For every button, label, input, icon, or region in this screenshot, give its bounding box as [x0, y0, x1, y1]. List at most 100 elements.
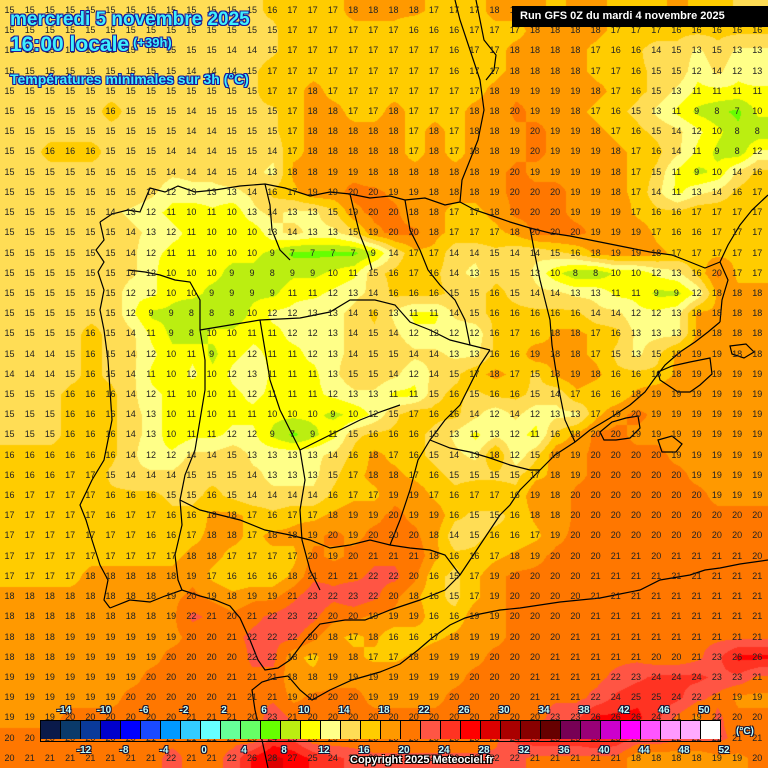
grid-value: 15	[166, 106, 177, 117]
grid-value: 15	[44, 106, 55, 117]
grid-value: 12	[651, 308, 662, 319]
grid-value: 18	[388, 106, 399, 117]
grid-value: 20	[691, 530, 702, 541]
grid-value: 15	[267, 106, 278, 117]
grid-value: 10	[166, 267, 177, 278]
grid-value: 18	[529, 45, 540, 56]
grid-value: 14	[732, 166, 743, 177]
grid-value: 19	[752, 368, 763, 379]
grid-value: 14	[711, 65, 722, 76]
grid-value: 12	[226, 429, 237, 440]
grid-value: 12	[125, 308, 136, 319]
grid-value: 19	[125, 631, 136, 642]
grid-value: 15	[24, 389, 35, 399]
grid-value: 12	[529, 409, 540, 420]
grid-value: 21	[24, 752, 35, 763]
grid-value: 11	[631, 287, 641, 298]
grid-value: 15	[651, 348, 662, 359]
grid-value: 15	[247, 85, 258, 96]
grid-value: 12	[247, 348, 258, 359]
grid-value: 11	[348, 267, 358, 278]
grid-value: 20	[590, 490, 601, 501]
grid-value: 9	[209, 348, 215, 359]
grid-value: 17	[428, 247, 439, 258]
grid-value: 15	[4, 247, 15, 258]
grid-value: 17	[287, 126, 298, 137]
grid-value: 13	[348, 389, 359, 399]
grid-value: 22	[166, 752, 177, 763]
grid-value: 20	[469, 712, 480, 723]
grid-value: 18	[489, 146, 500, 157]
grid-value: 23	[348, 591, 359, 602]
grid-value: 19	[368, 510, 379, 521]
grid-value: 19	[691, 368, 702, 379]
grid-value: 18	[449, 186, 460, 197]
grid-value: 14	[24, 368, 35, 379]
grid-value: 17	[368, 490, 379, 501]
grid-value: 19	[711, 429, 722, 440]
grid-value: 18	[529, 510, 540, 521]
grid-value: 15	[166, 490, 177, 501]
grid-value: 19	[327, 651, 338, 662]
grid-value: 19	[267, 591, 278, 602]
grid-value: 15	[651, 85, 662, 96]
grid-value: 21	[287, 591, 298, 602]
model-run-label: Run GFS 0Z du mardi 4 novembre 2025	[512, 6, 768, 27]
grid-value: 19	[570, 186, 581, 197]
grid-value: 19	[449, 651, 460, 662]
grid-value: 18	[327, 106, 338, 117]
grid-value: 18	[732, 308, 743, 319]
grid-value: 16	[65, 449, 76, 460]
grid-value: 18	[489, 449, 500, 460]
grid-value: 15	[449, 591, 460, 602]
grid-value: 18	[368, 631, 379, 642]
grid-value: 18	[732, 328, 743, 339]
grid-value: 15	[206, 106, 217, 117]
grid-value: 13	[631, 348, 642, 359]
grid-value: 16	[408, 429, 419, 440]
grid-value: 21	[550, 692, 561, 703]
grid-value: 11	[247, 328, 257, 339]
grid-value: 15	[85, 25, 96, 36]
grid-value: 16	[408, 449, 419, 460]
grid-value: 20	[408, 530, 419, 541]
grid-value: 17	[469, 85, 480, 96]
grid-value: 14	[671, 126, 682, 137]
grid-value: 17	[610, 85, 621, 96]
grid-value: 15	[226, 166, 237, 177]
grid-value: 18	[671, 348, 682, 359]
grid-value: 16	[449, 409, 460, 420]
grid-value: 17	[529, 530, 540, 541]
grid-value: 19	[732, 752, 743, 763]
grid-value: 16	[85, 449, 96, 460]
grid-value: 10	[186, 207, 197, 218]
grid-value: 25	[307, 752, 318, 763]
grid-value: 16	[550, 429, 561, 440]
grid-value: 21	[631, 591, 642, 602]
grid-value: 15	[4, 227, 15, 238]
grid-value: 14	[509, 409, 520, 420]
grid-value: 9	[330, 409, 336, 420]
grid-value: 15	[65, 227, 76, 238]
grid-value: 18	[671, 752, 682, 763]
grid-value: 15	[226, 126, 237, 137]
grid-value: 19	[449, 671, 460, 682]
grid-value: 17	[732, 267, 743, 278]
grid-value: 15	[428, 429, 439, 440]
grid-value: 18	[368, 166, 379, 177]
grid-value: 19	[732, 692, 743, 703]
grid-value: 19	[590, 146, 601, 157]
grid-value: 17	[368, 85, 379, 96]
grid-value: 16	[428, 469, 439, 480]
grid-value: 16	[85, 368, 96, 379]
grid-value: 14	[267, 207, 278, 218]
grid-value: 18	[428, 530, 439, 541]
grid-value: 16	[631, 126, 642, 137]
grid-value: 15	[24, 106, 35, 117]
grid-value: 20	[529, 712, 540, 723]
grid-value: 20	[186, 591, 197, 602]
legend-bottom-label: 16	[358, 745, 370, 756]
grid-value: 18	[752, 308, 763, 319]
grid-value: 7	[289, 247, 295, 258]
grid-value: 15	[85, 126, 96, 137]
